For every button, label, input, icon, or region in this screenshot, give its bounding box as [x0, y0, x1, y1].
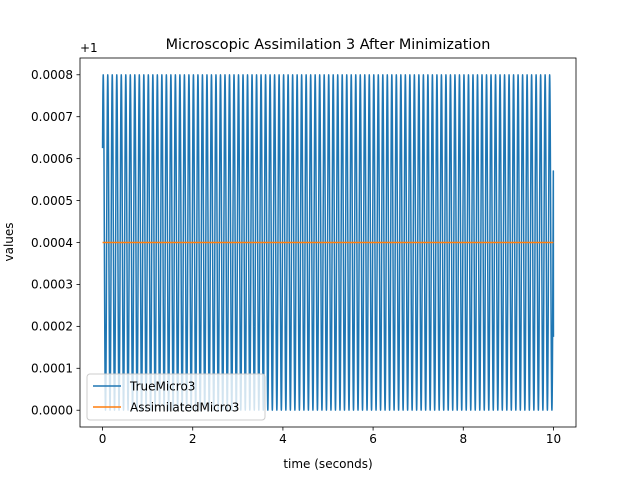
y-tick-label: 0.0006	[31, 152, 73, 166]
x-axis-label: time (seconds)	[283, 457, 372, 471]
legend-label-2: AssimilatedMicro3	[130, 400, 239, 414]
y-axis-offset-label: +1	[80, 41, 98, 55]
legend-label-1: TrueMicro3	[129, 379, 195, 393]
y-tick-label: 0.0000	[31, 404, 73, 418]
legend: TrueMicro3 AssimilatedMicro3	[86, 373, 266, 421]
x-tick-label: 4	[279, 432, 287, 446]
chart-title: Microscopic Assimilation 3 After Minimiz…	[166, 37, 491, 53]
y-tick-label: 0.0003	[31, 278, 73, 292]
x-tick-label: 8	[459, 432, 467, 446]
x-tick-label: 2	[189, 432, 197, 446]
y-axis-label: values	[2, 222, 16, 261]
legend-box	[86, 373, 266, 421]
y-tick-label: 0.0002	[31, 320, 73, 334]
x-axis-ticks: 0 2 4 6 8 10	[99, 427, 561, 446]
y-tick-label: 0.0005	[31, 194, 73, 208]
x-tick-label: 6	[369, 432, 377, 446]
y-tick-label: 0.0004	[31, 236, 73, 250]
plot-area: 0 2 4 6 8 10 0.00000.00010.00020.00030.00040.…	[31, 57, 577, 446]
y-axis-ticks: 0.0000 0.0001 0.0002 0.0003 0.0004 0.0005 0.00…	[31, 68, 80, 418]
x-tick-label: 0	[99, 432, 107, 446]
x-tick-label: 10	[546, 432, 561, 446]
y-tick-label: 0.0007	[31, 110, 73, 124]
y-tick-label: 0.0008	[31, 68, 73, 82]
y-tick-label: 0.0001	[31, 362, 73, 376]
